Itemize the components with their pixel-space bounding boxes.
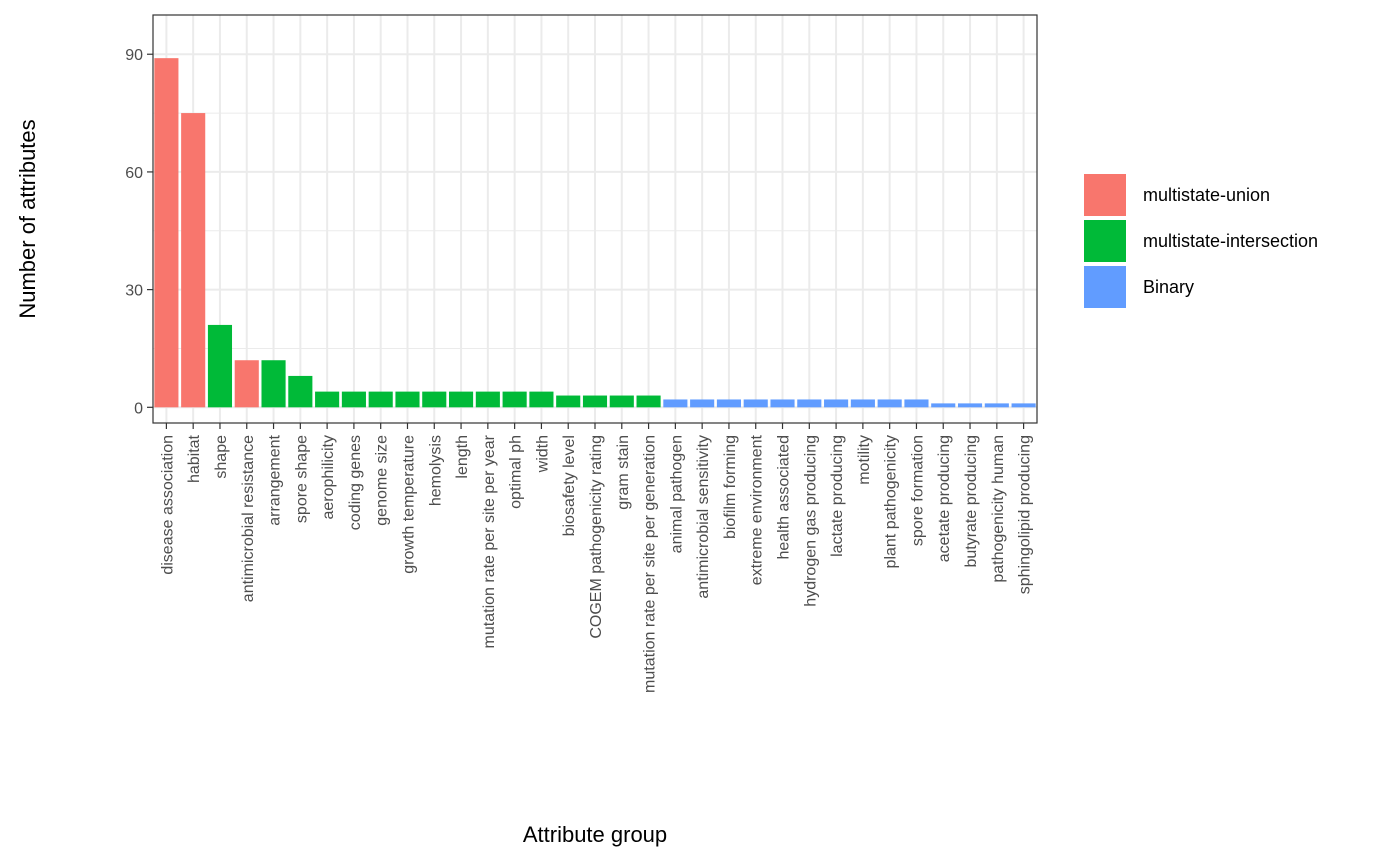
- x-tick-label: acetate producing: [936, 435, 953, 562]
- x-tick-label: mutation rate per site per generation: [642, 435, 659, 693]
- bar-genome-size: [368, 391, 393, 408]
- bar-cogem-pathogenicity-rating: [582, 395, 608, 408]
- bar-disease-association: [154, 58, 179, 408]
- bar-lactate-producing: [824, 399, 849, 408]
- x-tick-label: COGEM pathogenicity rating: [588, 435, 605, 639]
- bar-habitat: [181, 113, 206, 408]
- bar-extreme-environment: [743, 399, 768, 408]
- x-tick-label: genome size: [374, 435, 391, 526]
- bar-coding-genes: [341, 391, 366, 408]
- bar-acetate-producing: [931, 403, 956, 408]
- x-tick-label: mutation rate per site per year: [481, 434, 498, 648]
- x-tick-label: health associated: [776, 435, 793, 560]
- gridlines: [153, 15, 1037, 423]
- bar-biofilm-forming: [716, 399, 741, 408]
- x-tick-label: length: [454, 435, 471, 479]
- x-tick-label: animal pathogen: [668, 435, 685, 553]
- x-tick-label: coding genes: [347, 435, 364, 530]
- legend-key-multistate-intersection: [1084, 220, 1126, 262]
- bar-biosafety-level: [556, 395, 581, 408]
- x-tick-label: aerophilicity: [320, 435, 337, 519]
- x-tick-label: sphingolipid producing: [1017, 435, 1034, 594]
- x-tick-label: plant pathogenicity: [883, 435, 900, 568]
- bar-optimal-ph: [502, 391, 527, 408]
- y-tick-label: 60: [125, 165, 143, 182]
- bar-sphingolipid-producing: [1011, 403, 1036, 408]
- x-tick-label: spore shape: [293, 435, 310, 523]
- x-tick-label: motility: [856, 435, 873, 485]
- bar-antimicrobial-sensitivity: [690, 399, 715, 408]
- x-tick-label: extreme environment: [749, 434, 766, 585]
- x-tick-label: hydrogen gas producing: [802, 435, 819, 607]
- legend: multistate-union multistate-intersection B…: [1084, 174, 1318, 308]
- bar-growth-temperature: [395, 391, 420, 408]
- legend-label: Binary: [1143, 277, 1194, 297]
- bar-aerophilicity: [315, 391, 340, 408]
- y-tick-label: 30: [125, 283, 143, 300]
- bar-animal-pathogen: [663, 399, 688, 408]
- x-tick-label: arrangement: [267, 434, 284, 525]
- bar-hemolysis: [422, 391, 447, 408]
- bar-arrangement: [261, 360, 286, 408]
- y-tick-label: 0: [134, 400, 143, 417]
- x-tick-label: hemolysis: [427, 435, 444, 506]
- bar-spore-shape: [288, 375, 313, 408]
- x-tick-label: width: [534, 435, 551, 473]
- x-tick-label: spore formation: [909, 435, 926, 546]
- bar-gram-stain: [609, 395, 634, 408]
- x-tick-label: biofilm forming: [722, 435, 739, 539]
- bar-health-associated: [770, 399, 795, 408]
- bar-mutation-rate-per-site-per-year: [475, 391, 500, 408]
- y-tick-label: 90: [125, 47, 143, 64]
- bar-mutation-rate-per-site-per-generation: [636, 395, 661, 408]
- legend-label: multistate-union: [1143, 185, 1270, 205]
- x-tick-label: lactate producing: [829, 435, 846, 557]
- bars: [154, 58, 1036, 408]
- x-tick-label: growth temperature: [400, 435, 417, 574]
- bar-motility: [850, 399, 875, 408]
- y-axis-title: Number of attributes: [15, 119, 40, 318]
- x-tick-label: pathogenicity human: [990, 435, 1007, 583]
- bar-shape: [207, 324, 233, 408]
- legend-key-multistate-union: [1084, 174, 1126, 216]
- x-axis-title: Attribute group: [523, 822, 667, 847]
- bar-butyrate-producing: [957, 403, 983, 408]
- bar-plant-pathogenicity: [877, 399, 902, 408]
- x-tick-label: disease association: [159, 435, 176, 575]
- bar-length: [449, 391, 474, 408]
- bar-antimicrobial-resistance: [234, 360, 259, 408]
- x-tick-label: biosafety level: [561, 435, 578, 536]
- legend-key-binary: [1084, 266, 1126, 308]
- bar-hydrogen-gas-producing: [797, 399, 822, 408]
- x-tick-label: butyrate producing: [963, 435, 980, 568]
- x-tick-label: habitat: [186, 434, 203, 483]
- x-tick-label: antimicrobial resistance: [240, 435, 257, 602]
- x-tick-label: optimal ph: [508, 435, 525, 509]
- bar-pathogenicity-human: [984, 403, 1009, 408]
- x-tick-label: shape: [213, 435, 230, 479]
- legend-label: multistate-intersection: [1143, 231, 1318, 251]
- x-tick-label: gram stain: [615, 435, 632, 510]
- bar-width: [529, 391, 554, 408]
- x-tick-label: antimicrobial sensitivity: [695, 435, 712, 599]
- bar-spore-formation: [904, 399, 929, 408]
